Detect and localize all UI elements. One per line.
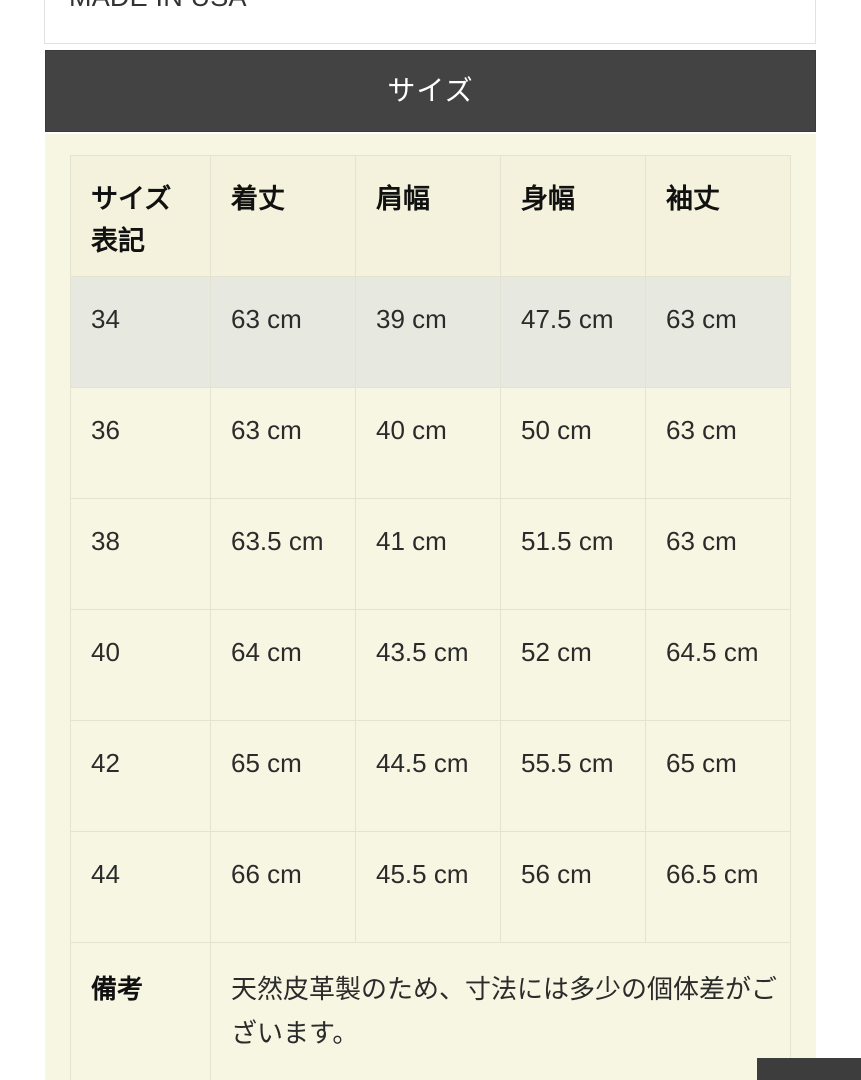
- cell-shoulder: 39 cm: [355, 276, 501, 388]
- column-header-size: サイズ 表記: [70, 155, 211, 277]
- cell-shoulder: 44.5 cm: [355, 720, 501, 832]
- cell-size: 40: [70, 609, 211, 721]
- cell-width: 55.5 cm: [500, 720, 646, 832]
- cell-width: 50 cm: [500, 387, 646, 499]
- cell-sleeve: 66.5 cm: [645, 831, 791, 943]
- table-row: 36 63 cm 40 cm 50 cm 63 cm: [70, 387, 791, 499]
- made-in-usa-text: MADE IN USA: [69, 0, 247, 14]
- size-section-title: サイズ: [387, 75, 474, 106]
- cell-length: 63.5 cm: [210, 498, 356, 610]
- cell-sleeve: 63 cm: [645, 276, 791, 388]
- remarks-label: 備考: [70, 942, 211, 1080]
- size-table: サイズ表記 着丈 肩幅 身幅 袖丈 34 63 cm 39 cm 47.5 cm…: [70, 155, 791, 1080]
- column-header-shoulder: 肩幅: [355, 155, 501, 277]
- cell-sleeve: 63 cm: [645, 498, 791, 610]
- cell-sleeve: 63 cm: [645, 387, 791, 499]
- page-gutter-right: [816, 0, 861, 1080]
- size-table-head: サイズ表記 着丈 肩幅 身幅 袖丈: [70, 155, 791, 277]
- cell-width: 51.5 cm: [500, 498, 646, 610]
- column-header-sleeve: 袖丈: [645, 155, 791, 277]
- cell-width: 52 cm: [500, 609, 646, 721]
- cell-shoulder: 45.5 cm: [355, 831, 501, 943]
- cell-size: 36: [70, 387, 211, 499]
- cell-shoulder: 43.5 cm: [355, 609, 501, 721]
- table-row: 42 65 cm 44.5 cm 55.5 cm 65 cm: [70, 720, 791, 832]
- remarks-text: 天然皮革製のため、寸法には多少の個体差がございます。: [210, 942, 791, 1080]
- table-row-remarks: 備考 天然皮革製のため、寸法には多少の個体差がございます。: [70, 942, 791, 1080]
- cell-sleeve: 64.5 cm: [645, 609, 791, 721]
- table-row: 38 63.5 cm 41 cm 51.5 cm 63 cm: [70, 498, 791, 610]
- cell-size: 38: [70, 498, 211, 610]
- column-header-width: 身幅: [500, 155, 646, 277]
- cell-length: 66 cm: [210, 831, 356, 943]
- cell-length: 64 cm: [210, 609, 356, 721]
- cell-width: 47.5 cm: [500, 276, 646, 388]
- cell-length: 63 cm: [210, 276, 356, 388]
- cell-length: 65 cm: [210, 720, 356, 832]
- table-header-row: サイズ表記 着丈 肩幅 身幅 袖丈: [70, 155, 791, 277]
- page-gutter-left: [0, 0, 44, 1080]
- table-row: 44 66 cm 45.5 cm 56 cm 66.5 cm: [70, 831, 791, 943]
- cell-size: 42: [70, 720, 211, 832]
- cell-width: 56 cm: [500, 831, 646, 943]
- table-row: 40 64 cm 43.5 cm 52 cm 64.5 cm: [70, 609, 791, 721]
- cell-size: 34: [70, 276, 211, 388]
- cell-length: 63 cm: [210, 387, 356, 499]
- table-row: 34 63 cm 39 cm 47.5 cm 63 cm: [70, 276, 791, 388]
- cell-shoulder: 40 cm: [355, 387, 501, 499]
- made-in-usa-card: MADE IN USA: [44, 0, 816, 44]
- size-section-header: サイズ: [45, 50, 816, 132]
- column-header-size-line2: 表記: [91, 226, 145, 256]
- cell-size: 44: [70, 831, 211, 943]
- column-header-size-line1: サイズ: [91, 184, 172, 214]
- floating-corner-chip[interactable]: [757, 1058, 861, 1080]
- cell-sleeve: 65 cm: [645, 720, 791, 832]
- size-table-body: 34 63 cm 39 cm 47.5 cm 63 cm 36 63 cm 40…: [70, 276, 791, 1080]
- size-table-panel: サイズ表記 着丈 肩幅 身幅 袖丈 34 63 cm 39 cm 47.5 cm…: [45, 134, 816, 1080]
- cell-shoulder: 41 cm: [355, 498, 501, 610]
- column-header-length: 着丈: [210, 155, 356, 277]
